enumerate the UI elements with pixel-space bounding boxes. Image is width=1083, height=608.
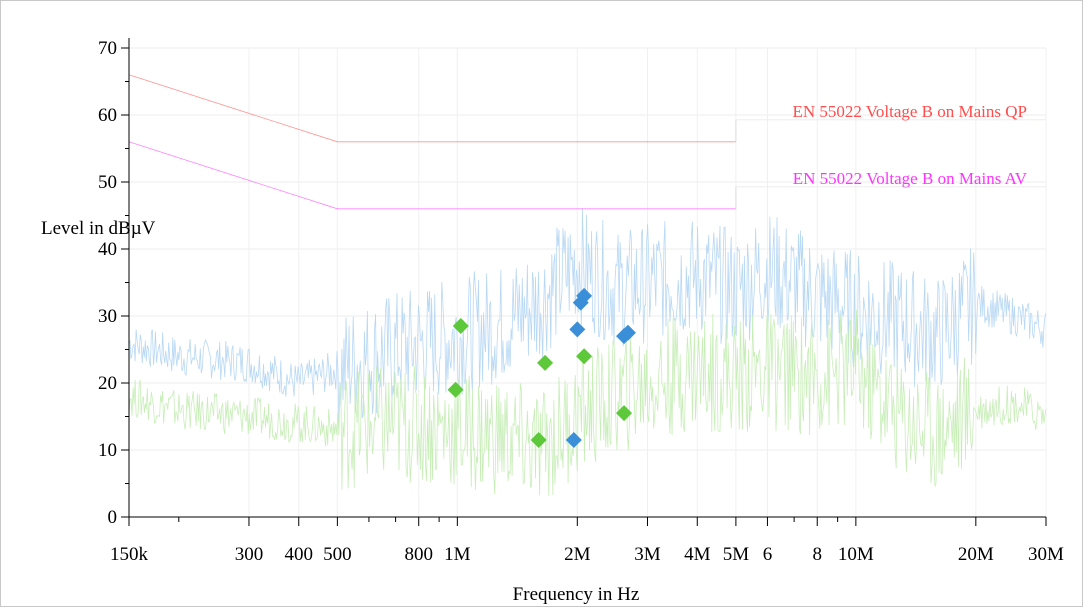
x-tick-label: 3M xyxy=(634,544,661,565)
x-tick-label: 10M xyxy=(838,544,874,565)
peak-marker xyxy=(537,354,554,371)
grid xyxy=(128,47,1047,518)
x-tick-label: 150k xyxy=(110,544,149,565)
measurement-trace xyxy=(128,309,1047,496)
limit-line xyxy=(128,74,736,143)
x-tick-label: 8 xyxy=(812,544,822,565)
x-tick-label: 500 xyxy=(323,544,352,565)
y-tick-label: 60 xyxy=(98,105,117,126)
y-axis-title: Level in dBµV xyxy=(41,218,156,239)
x-tick-label: 4M xyxy=(684,544,711,565)
y-tick-label: 50 xyxy=(98,172,117,193)
x-tick-label: 20M xyxy=(958,544,994,565)
peak-marker xyxy=(447,381,464,398)
peak-marker xyxy=(565,431,582,448)
y-tick-label: 20 xyxy=(98,373,117,394)
x-tick-label: 5M xyxy=(723,544,750,565)
measurement-traces xyxy=(128,208,1047,496)
x-tick-label: 30M xyxy=(1028,544,1064,565)
y-tick-label: 0 xyxy=(108,507,118,528)
x-tick-label: 2M xyxy=(564,544,591,565)
x-tick-label: 800 xyxy=(404,544,433,565)
peak-markers xyxy=(447,287,636,448)
x-tick-label: 6 xyxy=(763,544,773,565)
y-tick-label: 10 xyxy=(98,440,117,461)
y-tick-label: 70 xyxy=(98,38,117,59)
peak-marker xyxy=(576,287,593,304)
limit-lines: EN 55022 Voltage B on Mains QP EN 55022 V… xyxy=(128,74,1046,210)
peak-marker xyxy=(619,324,636,341)
peak-marker xyxy=(576,348,593,365)
peak-marker xyxy=(530,431,547,448)
y-tick-label: 40 xyxy=(98,239,117,260)
x-tick-label: 300 xyxy=(235,544,264,565)
x-tick-label: 1M xyxy=(444,544,471,565)
peak-marker xyxy=(452,318,469,335)
limit-line-label: EN 55022 Voltage B on Mains QP xyxy=(792,102,1027,121)
measurement-trace xyxy=(128,208,1047,426)
peak-marker xyxy=(616,405,633,422)
axes: 0 10 20 30 40 50 60 70 150k 300 400 500 800 1M 2M 3M 4M 5… xyxy=(98,38,1064,565)
limit-line xyxy=(128,141,736,210)
y-tick-label: 30 xyxy=(98,306,117,327)
x-tick-label: 400 xyxy=(285,544,314,565)
peak-marker xyxy=(569,321,586,338)
limit-line-label: EN 55022 Voltage B on Mains AV xyxy=(793,169,1028,188)
x-axis-title: Frequency in Hz xyxy=(513,584,640,605)
